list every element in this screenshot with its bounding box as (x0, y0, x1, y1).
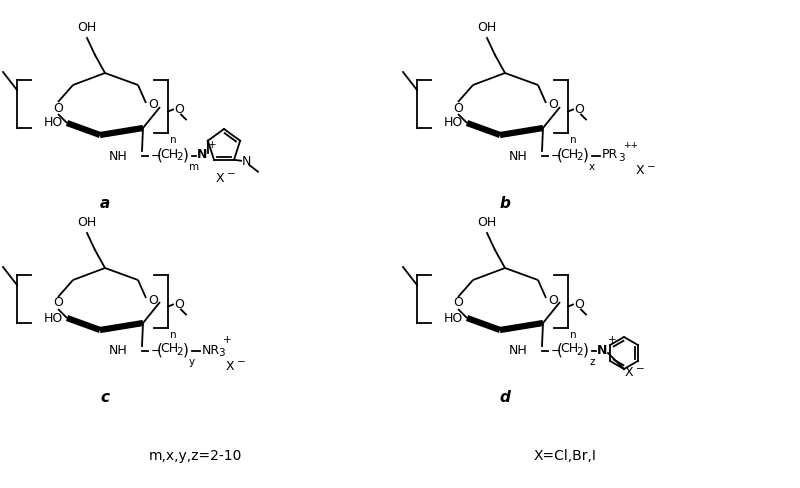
Text: HO: HO (444, 117, 463, 129)
Text: X: X (216, 171, 224, 184)
Text: CH: CH (560, 147, 578, 161)
Text: 2: 2 (177, 152, 183, 162)
Text: m,x,y,z=2-10: m,x,y,z=2-10 (148, 449, 242, 463)
Text: O: O (548, 293, 558, 306)
Text: X: X (636, 164, 644, 178)
Text: ): ) (183, 343, 189, 358)
Text: NR: NR (202, 344, 220, 357)
Text: ): ) (583, 343, 589, 358)
Text: 2: 2 (577, 347, 583, 357)
Text: c: c (101, 390, 110, 406)
Text: −: − (647, 162, 656, 172)
Text: PR: PR (602, 148, 618, 162)
Text: n: n (570, 330, 577, 340)
Text: O: O (453, 297, 463, 309)
Text: HO: HO (44, 117, 63, 129)
Text: (: ( (557, 343, 563, 358)
Text: 3: 3 (218, 348, 225, 358)
Text: $-$: $-$ (550, 344, 561, 357)
Text: O: O (148, 293, 158, 306)
Text: OH: OH (478, 21, 497, 34)
Text: X: X (226, 360, 234, 372)
Text: −: − (237, 357, 246, 367)
Text: N: N (197, 148, 207, 162)
Text: $-$: $-$ (150, 148, 161, 162)
Text: y: y (189, 357, 195, 367)
Text: n: n (170, 135, 177, 145)
Text: d: d (499, 390, 510, 406)
Text: CH: CH (560, 343, 578, 355)
Text: +: + (223, 335, 232, 345)
Text: ++: ++ (623, 141, 638, 150)
Text: O: O (548, 99, 558, 111)
Text: HO: HO (444, 311, 463, 325)
Text: O: O (53, 297, 63, 309)
Text: n: n (170, 330, 177, 340)
Text: O: O (53, 102, 63, 115)
Text: NH: NH (510, 149, 528, 163)
Text: CH: CH (160, 343, 178, 355)
Text: O: O (148, 99, 158, 111)
Text: −: − (636, 364, 645, 374)
Text: m: m (189, 162, 199, 172)
Text: (: ( (157, 147, 163, 163)
Text: CH: CH (160, 147, 178, 161)
Text: OH: OH (78, 216, 97, 229)
Text: NH: NH (110, 345, 128, 358)
Text: x: x (589, 162, 595, 172)
Text: 2: 2 (577, 152, 583, 162)
Text: (: ( (157, 343, 163, 358)
Text: $-$: $-$ (150, 344, 161, 357)
Text: +: + (208, 140, 217, 150)
Text: 2: 2 (177, 347, 183, 357)
Text: O: O (574, 103, 584, 116)
Text: O: O (174, 298, 184, 311)
Text: O: O (574, 298, 584, 311)
Text: NH: NH (110, 149, 128, 163)
Text: N: N (242, 155, 251, 168)
Text: HO: HO (44, 311, 63, 325)
Text: n: n (570, 135, 577, 145)
Text: OH: OH (478, 216, 497, 229)
Text: ): ) (583, 147, 589, 163)
Text: z: z (589, 357, 594, 367)
Text: +: + (608, 335, 617, 345)
Text: b: b (499, 196, 510, 210)
Text: X: X (625, 366, 634, 380)
Text: ): ) (183, 147, 189, 163)
Text: X=Cl,Br,I: X=Cl,Br,I (534, 449, 597, 463)
Text: NH: NH (510, 345, 528, 358)
Text: 3: 3 (618, 153, 625, 163)
Text: (: ( (557, 147, 563, 163)
Text: O: O (174, 103, 184, 116)
Text: $-$: $-$ (550, 148, 561, 162)
Text: a: a (100, 196, 110, 210)
Text: −: − (227, 169, 236, 179)
Text: OH: OH (78, 21, 97, 34)
Text: O: O (453, 102, 463, 115)
Text: N: N (597, 344, 607, 357)
